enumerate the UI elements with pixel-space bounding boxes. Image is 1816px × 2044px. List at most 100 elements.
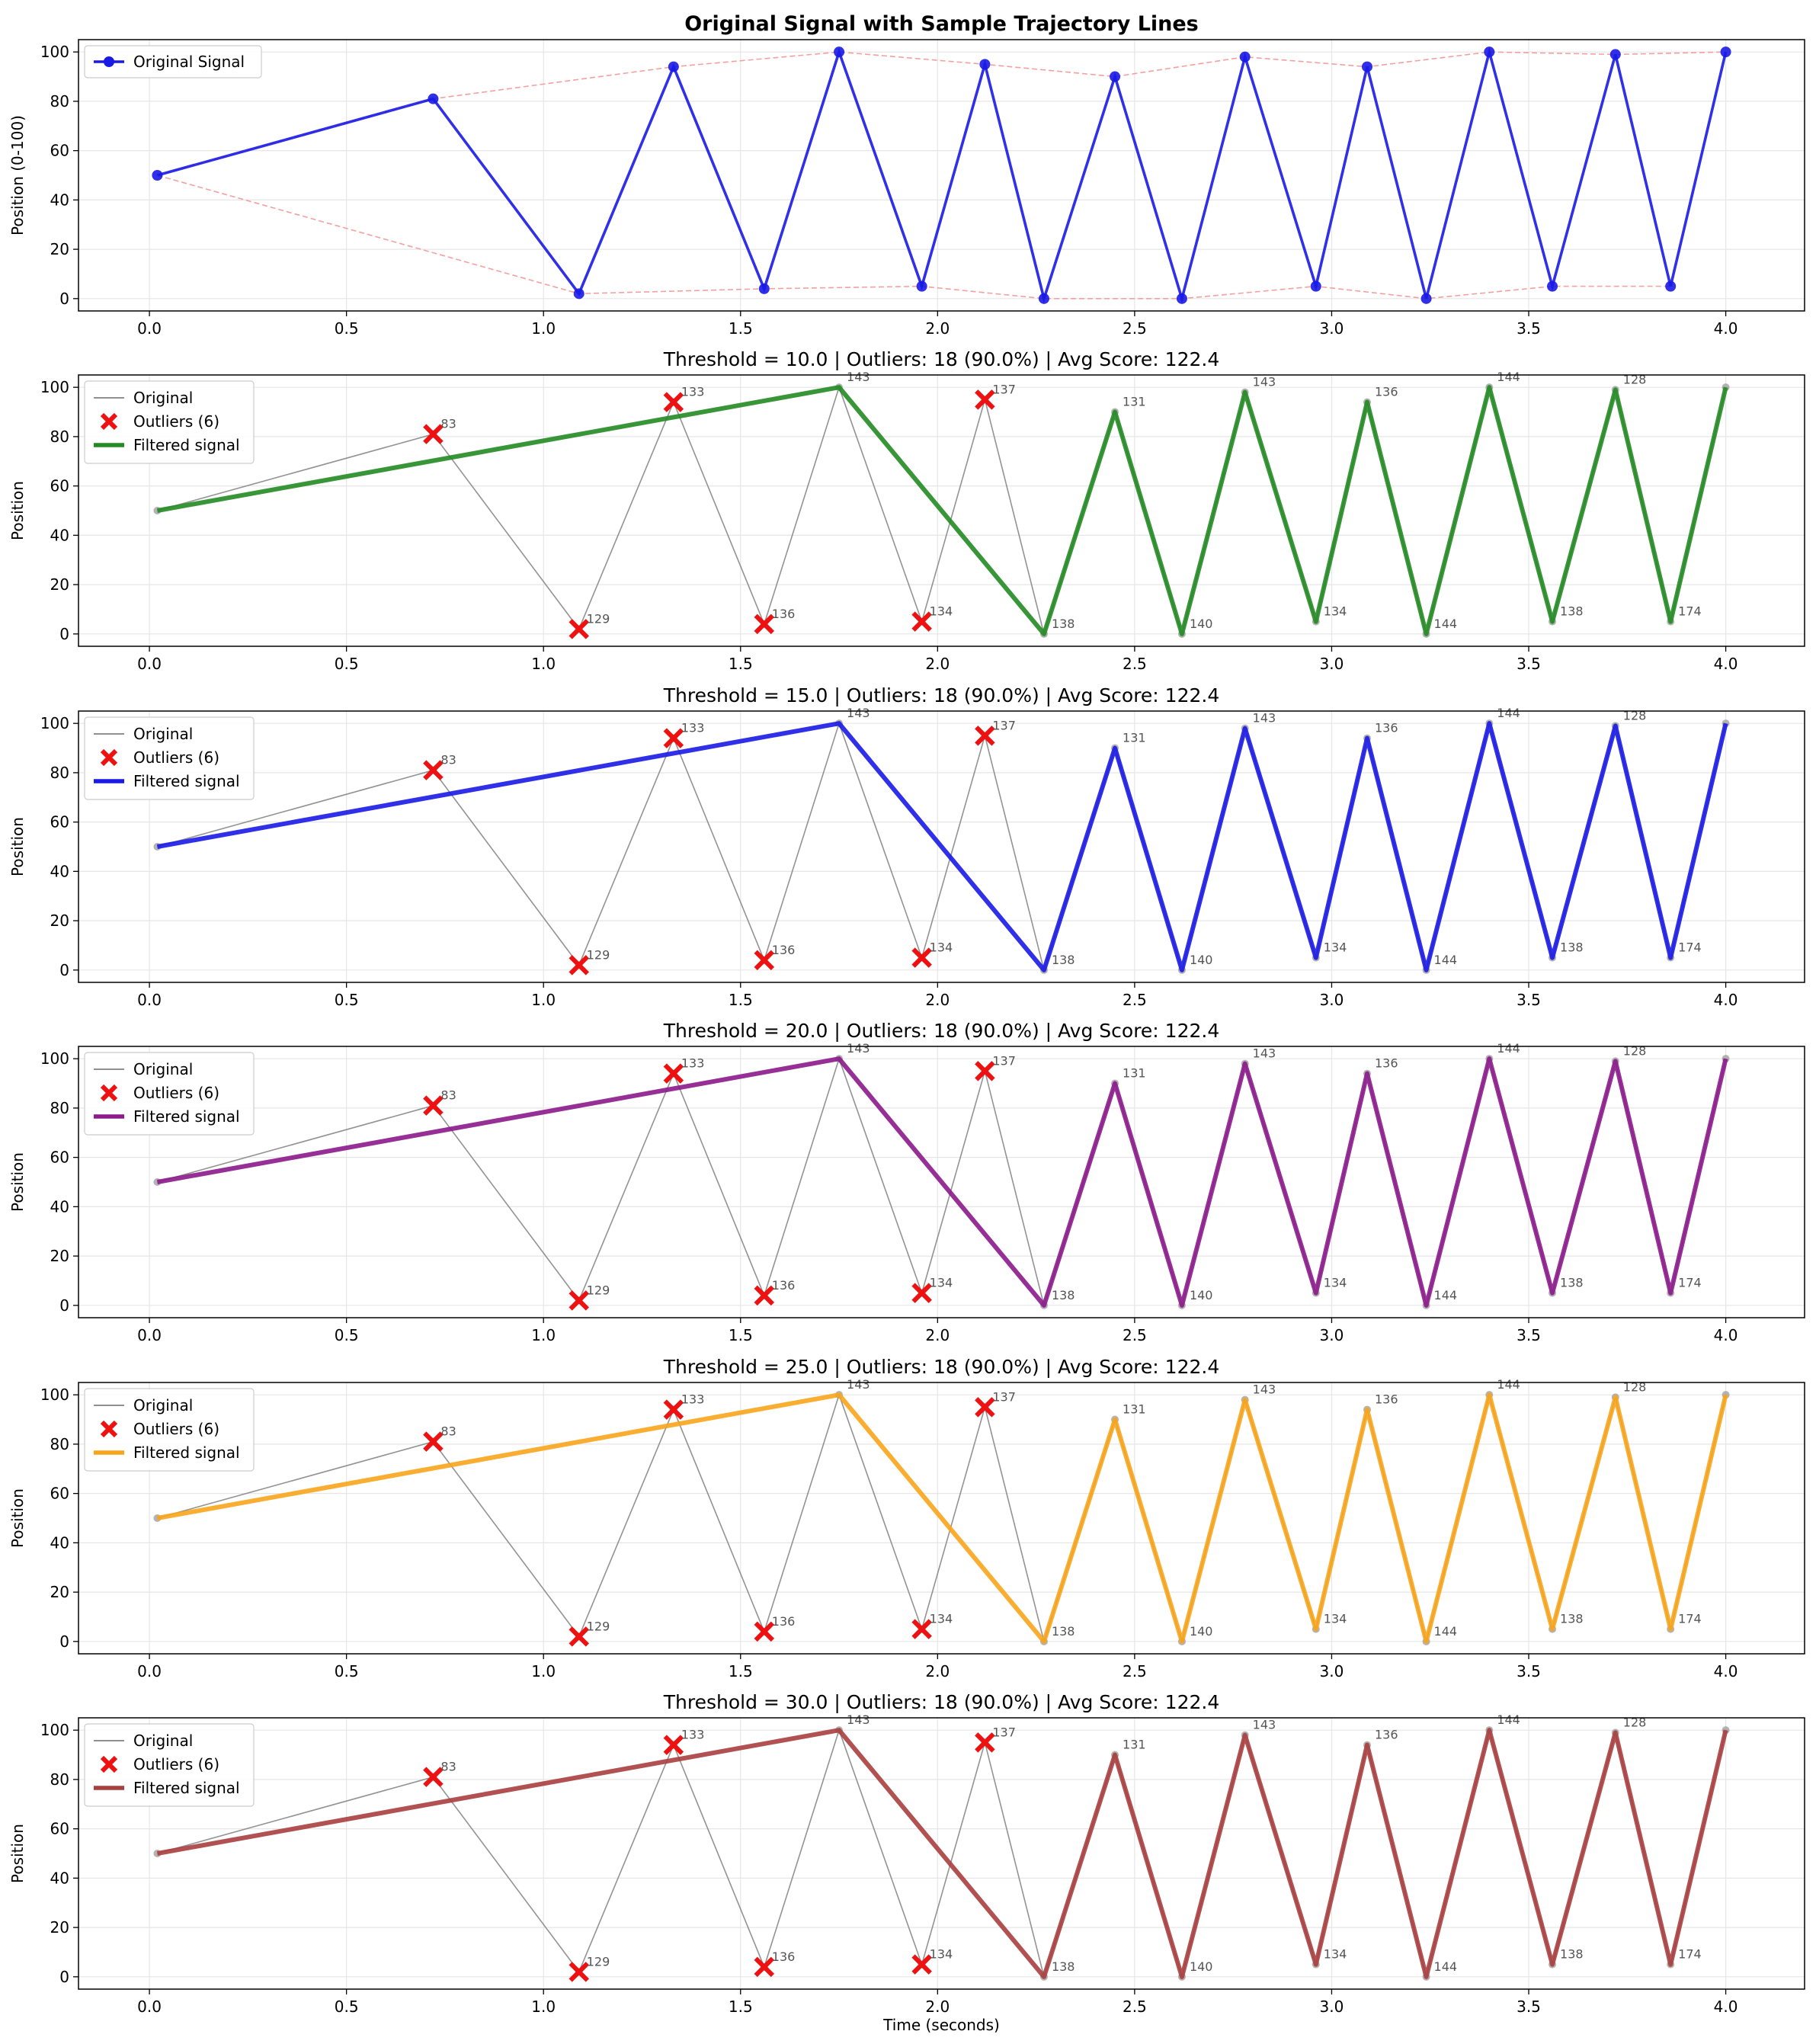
score-annotation: 143	[847, 1712, 870, 1727]
original-signal-point	[1310, 280, 1321, 292]
score-annotation: 138	[1052, 1959, 1075, 1974]
y-tick-label: 40	[50, 1869, 69, 1887]
outlier-marker	[569, 1962, 589, 1982]
score-annotation: 137	[992, 1053, 1016, 1068]
x-tick-label: 1.5	[729, 991, 753, 1009]
y-tick-label: 100	[40, 1049, 69, 1068]
x-tick-label: 2.5	[1123, 655, 1147, 673]
score-annotation: 138	[1560, 1947, 1584, 1962]
outlier-marker	[569, 1626, 589, 1647]
x-tick-label: 3.5	[1517, 991, 1541, 1009]
legend-label: Outliers (6)	[133, 748, 219, 767]
score-annotation: 128	[1623, 1043, 1647, 1058]
trajectory-lower-line	[157, 175, 1671, 300]
original-signal-point	[668, 61, 679, 72]
score-annotation: 134	[1324, 1947, 1347, 1962]
original-signal-point	[152, 170, 163, 181]
y-tick-label: 20	[50, 575, 69, 594]
legend-frame	[84, 1723, 255, 1807]
x-tick-label: 1.5	[729, 1326, 753, 1344]
subplot-title: Threshold = 15.0 | Outliers: 18 (90.0%) …	[663, 684, 1220, 706]
y-tick-label: 60	[50, 477, 69, 495]
y-tick-label: 40	[50, 526, 69, 544]
y-tick-label: 80	[50, 1770, 69, 1789]
outlier-marker-cross	[754, 1956, 775, 1978]
score-annotation: 129	[587, 1954, 610, 1969]
filtered-signal-line	[156, 1056, 1728, 1308]
y-tick-label: 20	[50, 911, 69, 930]
x-tick-label: 0.0	[137, 1662, 162, 1680]
legend-label: Outliers (6)	[133, 412, 219, 431]
original-signal-point	[979, 59, 991, 70]
y-axis-label: Position (0-100)	[8, 115, 27, 235]
legend: Original Outliers (6) Filtered signal	[84, 1723, 255, 1807]
score-annotation: 138	[1560, 604, 1584, 619]
axes-frame	[78, 374, 1805, 647]
score-annotation: 138	[1052, 1288, 1075, 1302]
x-tick-label: 3.0	[1320, 1326, 1344, 1344]
subplot-title: Threshold = 25.0 | Outliers: 18 (90.0%) …	[663, 1356, 1220, 1378]
original-signal-point	[1239, 51, 1251, 62]
outlier-marker-cross	[569, 955, 589, 976]
legend-frame	[84, 380, 255, 464]
legend: Original Outliers (6) Filtered signal	[84, 380, 255, 464]
y-tick-label: 40	[50, 191, 69, 209]
y-tick-label: 20	[50, 1247, 69, 1265]
x-tick-label: 3.5	[1517, 319, 1541, 338]
subplot-3: 0.0 0.5 1.0 1.5 2.0 2.5 3.0 3.5 4.0 0 20 40 60 80 100 T…	[8, 684, 1805, 1009]
legend-label: Filtered signal	[133, 1443, 240, 1462]
legend-label: Filtered signal	[133, 772, 240, 790]
legend-outlier-cross	[100, 748, 118, 767]
outlier-marker	[754, 1621, 775, 1642]
original-signal-line	[156, 46, 1728, 304]
score-annotation: 136	[1375, 385, 1398, 399]
outlier-marker-cross	[754, 1285, 775, 1306]
score-annotation: 131	[1123, 395, 1146, 409]
outlier-marker-cross	[754, 1621, 775, 1642]
outlier-marker-cross	[569, 1626, 589, 1647]
score-annotation: 131	[1123, 1066, 1146, 1081]
x-tick-label: 2.0	[925, 1326, 950, 1344]
outlier-marker	[754, 1285, 775, 1306]
score-annotation: 136	[772, 1278, 796, 1293]
x-tick-label: 0.5	[335, 1662, 359, 1680]
outlier-marker	[423, 1431, 444, 1452]
axes-frame	[78, 1382, 1805, 1655]
score-annotation: 136	[1375, 1392, 1398, 1407]
x-tick-label: 0.0	[137, 1998, 162, 2016]
x-tick-label: 2.0	[925, 1662, 950, 1680]
outlier-marker	[754, 614, 775, 635]
score-annotation: 144	[1434, 617, 1458, 631]
score-annotation: 137	[992, 718, 1016, 732]
y-tick-label: 80	[50, 428, 69, 446]
x-tick-label: 2.0	[925, 991, 950, 1009]
outlier-marker	[754, 950, 775, 971]
score-annotation: 144	[1497, 370, 1520, 384]
outlier-marker	[423, 424, 444, 444]
score-annotation: 143	[1253, 1046, 1276, 1061]
x-tick-label: 0.5	[335, 655, 359, 673]
outlier-marker-cross	[569, 619, 589, 639]
score-annotation: 174	[1678, 1276, 1702, 1290]
outlier-marker-cross	[911, 1619, 932, 1639]
original-signal-point	[916, 280, 927, 292]
y-tick-label: 80	[50, 764, 69, 782]
y-tick-label: 60	[50, 142, 69, 160]
score-annotation: 143	[1253, 711, 1276, 726]
original-signal-point	[1420, 293, 1432, 304]
original-signal-point	[1110, 71, 1121, 82]
score-annotation: 83	[440, 753, 456, 767]
score-annotation: 128	[1623, 372, 1647, 386]
plot-area	[153, 383, 1730, 639]
original-signal-point	[573, 288, 585, 300]
x-tick-label: 3.5	[1517, 655, 1541, 673]
original-signal-point	[1038, 293, 1049, 304]
score-annotation: 140	[1190, 1959, 1213, 1974]
plot-area	[153, 1726, 1730, 1982]
subplot-title: Threshold = 20.0 | Outliers: 18 (90.0%) …	[663, 1020, 1220, 1042]
legend-label: Original	[133, 725, 193, 743]
y-tick-label: 0	[59, 625, 69, 643]
score-annotation: 144	[1434, 1288, 1458, 1302]
score-annotation: 140	[1190, 953, 1213, 967]
